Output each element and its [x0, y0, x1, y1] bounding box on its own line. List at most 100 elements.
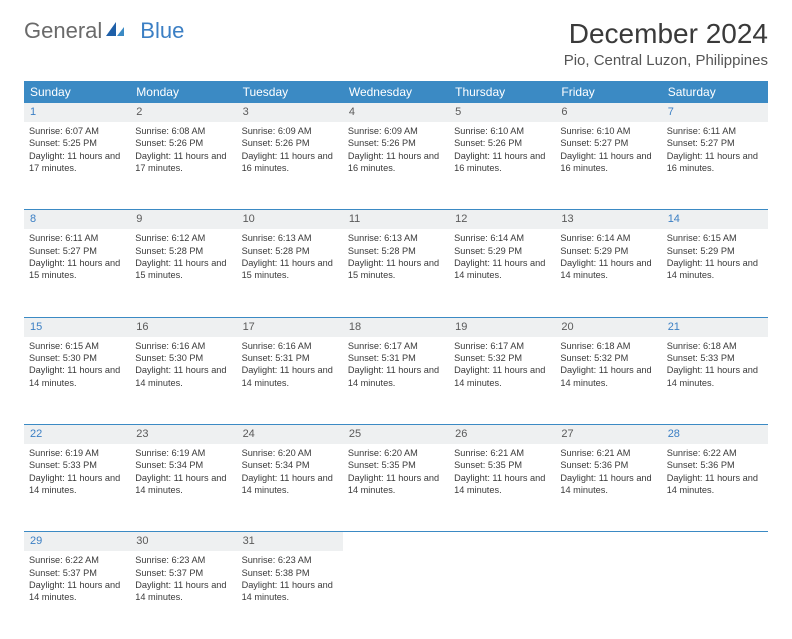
sunset-text: Sunset: 5:25 PM [29, 137, 125, 149]
sunset-text: Sunset: 5:33 PM [29, 459, 125, 471]
day-number-cell: 8 [24, 210, 130, 229]
sunrise-text: Sunrise: 6:20 AM [348, 447, 444, 459]
sunset-text: Sunset: 5:26 PM [135, 137, 231, 149]
sunrise-text: Sunrise: 6:13 AM [348, 232, 444, 244]
sunrise-text: Sunrise: 6:16 AM [242, 340, 338, 352]
brand-text-blue: Blue [140, 18, 184, 44]
day-header: Thursday [449, 81, 555, 103]
daylight-text: Daylight: 11 hours and 14 minutes. [560, 472, 656, 497]
calendar-table: SundayMondayTuesdayWednesdayThursdayFrid… [24, 81, 768, 639]
daylight-text: Daylight: 11 hours and 14 minutes. [135, 364, 231, 389]
day-number-cell: 31 [237, 532, 343, 551]
content-row: Sunrise: 6:15 AMSunset: 5:30 PMDaylight:… [24, 337, 768, 425]
sunrise-text: Sunrise: 6:17 AM [348, 340, 444, 352]
day-cell: Sunrise: 6:12 AMSunset: 5:28 PMDaylight:… [130, 229, 236, 317]
day-cell: Sunrise: 6:14 AMSunset: 5:29 PMDaylight:… [449, 229, 555, 317]
day-number-cell: 23 [130, 425, 236, 444]
day-cell [449, 551, 555, 639]
day-number-cell: 22 [24, 425, 130, 444]
daylight-text: Daylight: 11 hours and 15 minutes. [29, 257, 125, 282]
sunset-text: Sunset: 5:28 PM [242, 245, 338, 257]
sunrise-text: Sunrise: 6:21 AM [560, 447, 656, 459]
sunset-text: Sunset: 5:30 PM [135, 352, 231, 364]
sunset-text: Sunset: 5:30 PM [29, 352, 125, 364]
daylight-text: Daylight: 11 hours and 14 minutes. [242, 364, 338, 389]
daylight-text: Daylight: 11 hours and 14 minutes. [242, 579, 338, 604]
day-header: Sunday [24, 81, 130, 103]
sunrise-text: Sunrise: 6:09 AM [242, 125, 338, 137]
sunset-text: Sunset: 5:33 PM [667, 352, 763, 364]
day-number-cell [343, 532, 449, 551]
day-cell: Sunrise: 6:10 AMSunset: 5:27 PMDaylight:… [555, 122, 661, 210]
sunrise-text: Sunrise: 6:19 AM [135, 447, 231, 459]
day-number-cell: 16 [130, 317, 236, 336]
daylight-text: Daylight: 11 hours and 14 minutes. [348, 364, 444, 389]
day-cell: Sunrise: 6:21 AMSunset: 5:36 PMDaylight:… [555, 444, 661, 532]
daylight-text: Daylight: 11 hours and 15 minutes. [135, 257, 231, 282]
daylight-text: Daylight: 11 hours and 15 minutes. [348, 257, 444, 282]
day-cell: Sunrise: 6:13 AMSunset: 5:28 PMDaylight:… [237, 229, 343, 317]
daylight-text: Daylight: 11 hours and 14 minutes. [29, 579, 125, 604]
day-number-cell: 6 [555, 103, 661, 122]
day-number-cell: 5 [449, 103, 555, 122]
day-cell: Sunrise: 6:09 AMSunset: 5:26 PMDaylight:… [343, 122, 449, 210]
sunrise-text: Sunrise: 6:20 AM [242, 447, 338, 459]
day-cell: Sunrise: 6:19 AMSunset: 5:33 PMDaylight:… [24, 444, 130, 532]
location-text: Pio, Central Luzon, Philippines [564, 52, 768, 69]
day-number-cell: 21 [662, 317, 768, 336]
content-row: Sunrise: 6:22 AMSunset: 5:37 PMDaylight:… [24, 551, 768, 639]
day-number-cell: 20 [555, 317, 661, 336]
brand-sail-icon [104, 18, 126, 44]
day-cell: Sunrise: 6:16 AMSunset: 5:30 PMDaylight:… [130, 337, 236, 425]
sunrise-text: Sunrise: 6:17 AM [454, 340, 550, 352]
day-header: Wednesday [343, 81, 449, 103]
day-number-cell: 27 [555, 425, 661, 444]
sunset-text: Sunset: 5:31 PM [242, 352, 338, 364]
sunset-text: Sunset: 5:32 PM [454, 352, 550, 364]
day-cell: Sunrise: 6:23 AMSunset: 5:37 PMDaylight:… [130, 551, 236, 639]
day-number-cell: 19 [449, 317, 555, 336]
day-cell: Sunrise: 6:18 AMSunset: 5:33 PMDaylight:… [662, 337, 768, 425]
day-number-cell: 14 [662, 210, 768, 229]
sunrise-text: Sunrise: 6:19 AM [29, 447, 125, 459]
daynum-row: 293031 [24, 532, 768, 551]
day-header: Saturday [662, 81, 768, 103]
daylight-text: Daylight: 11 hours and 14 minutes. [454, 257, 550, 282]
sunrise-text: Sunrise: 6:18 AM [667, 340, 763, 352]
brand-logo: General Blue [24, 18, 184, 44]
daylight-text: Daylight: 11 hours and 16 minutes. [454, 150, 550, 175]
day-number-cell: 28 [662, 425, 768, 444]
sunset-text: Sunset: 5:26 PM [348, 137, 444, 149]
sunset-text: Sunset: 5:27 PM [560, 137, 656, 149]
daylight-text: Daylight: 11 hours and 14 minutes. [454, 364, 550, 389]
sunset-text: Sunset: 5:29 PM [454, 245, 550, 257]
day-cell: Sunrise: 6:10 AMSunset: 5:26 PMDaylight:… [449, 122, 555, 210]
day-cell [555, 551, 661, 639]
day-number-cell: 30 [130, 532, 236, 551]
sunrise-text: Sunrise: 6:10 AM [454, 125, 550, 137]
day-cell: Sunrise: 6:14 AMSunset: 5:29 PMDaylight:… [555, 229, 661, 317]
sunset-text: Sunset: 5:29 PM [560, 245, 656, 257]
day-cell [343, 551, 449, 639]
day-cell: Sunrise: 6:07 AMSunset: 5:25 PMDaylight:… [24, 122, 130, 210]
sunset-text: Sunset: 5:37 PM [29, 567, 125, 579]
day-cell: Sunrise: 6:22 AMSunset: 5:37 PMDaylight:… [24, 551, 130, 639]
day-header: Tuesday [237, 81, 343, 103]
daynum-row: 1234567 [24, 103, 768, 122]
sunset-text: Sunset: 5:31 PM [348, 352, 444, 364]
sunset-text: Sunset: 5:32 PM [560, 352, 656, 364]
sunrise-text: Sunrise: 6:14 AM [560, 232, 656, 244]
day-cell [662, 551, 768, 639]
sunset-text: Sunset: 5:27 PM [667, 137, 763, 149]
day-number-cell: 10 [237, 210, 343, 229]
day-cell: Sunrise: 6:15 AMSunset: 5:29 PMDaylight:… [662, 229, 768, 317]
day-header: Monday [130, 81, 236, 103]
day-number-cell: 25 [343, 425, 449, 444]
content-row: Sunrise: 6:19 AMSunset: 5:33 PMDaylight:… [24, 444, 768, 532]
daylight-text: Daylight: 11 hours and 14 minutes. [560, 364, 656, 389]
day-cell: Sunrise: 6:11 AMSunset: 5:27 PMDaylight:… [24, 229, 130, 317]
day-cell: Sunrise: 6:09 AMSunset: 5:26 PMDaylight:… [237, 122, 343, 210]
daylight-text: Daylight: 11 hours and 14 minutes. [348, 472, 444, 497]
daylight-text: Daylight: 11 hours and 14 minutes. [560, 257, 656, 282]
sunrise-text: Sunrise: 6:14 AM [454, 232, 550, 244]
